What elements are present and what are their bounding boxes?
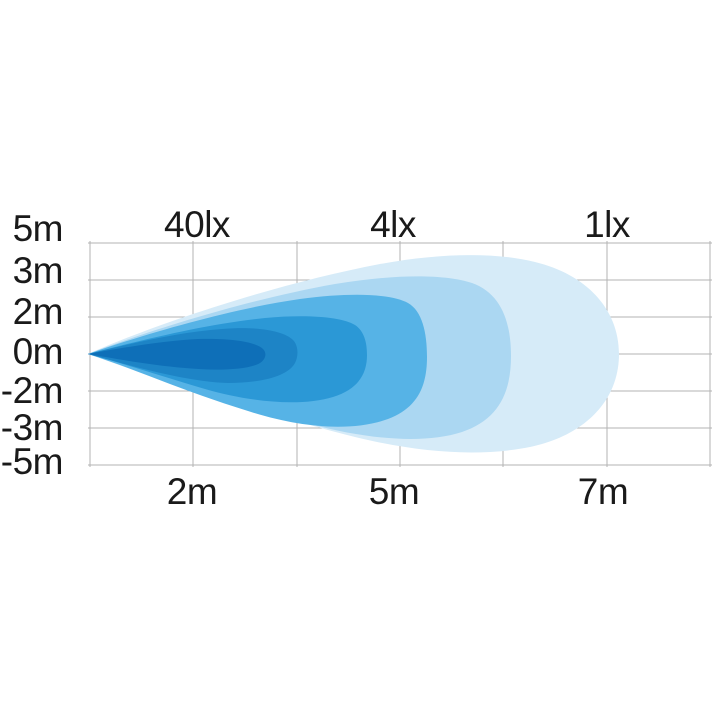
top-axis-label-lux: 40lx [164, 204, 231, 245]
left-axis-label-width: -5m [1, 441, 63, 482]
left-axis-label-width: -3m [1, 407, 63, 448]
top-axis-label-lux: 1lx [584, 204, 631, 245]
left-axis-label-width: 3m [13, 250, 63, 291]
beam-contour-zone-1-innermost-brightest [88, 338, 266, 370]
left-axis-label-width: -2m [1, 370, 63, 411]
beam-contours-layer [88, 255, 619, 453]
left-axis-label-width: 5m [13, 208, 63, 249]
left-axis-label-width: 2m [13, 291, 63, 332]
bottom-axis-label-distance: 5m [369, 471, 419, 512]
left-axis-label-width: 0m [13, 331, 63, 372]
bottom-axis-label-distance: 7m [578, 471, 628, 512]
bottom-axis-label-distance: 2m [167, 471, 217, 512]
top-axis-label-lux: 4lx [370, 204, 417, 245]
